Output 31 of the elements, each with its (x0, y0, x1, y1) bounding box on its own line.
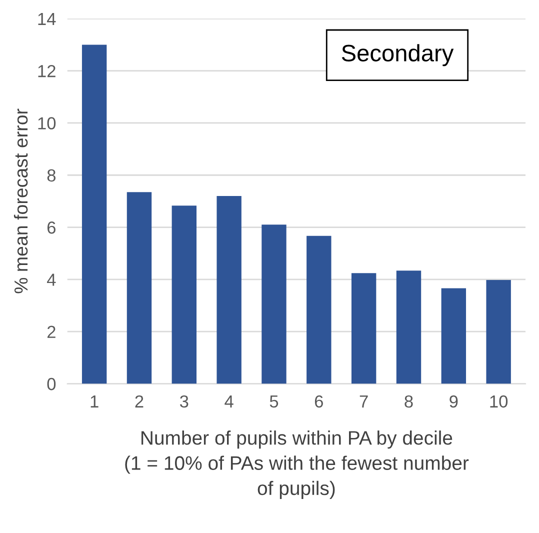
x-tick-label: 6 (314, 395, 323, 408)
x-tick-label: 1 (90, 396, 98, 408)
y-tick-label: 10 (38, 117, 56, 130)
y-tick-label: 2 (47, 326, 56, 338)
bar (216, 196, 242, 384)
x-tick-label: 2 (135, 395, 144, 408)
y-tick-label: 4 (47, 274, 56, 286)
bar (126, 192, 152, 384)
x-tick-label: 4 (224, 396, 234, 408)
x-tick-label: 9 (450, 395, 458, 408)
text: Secondary (342, 44, 454, 66)
x-axis-title: Number of pupils within PA by decile (1 = 10% of PAs with the fewest number of pupils) (125, 430, 469, 499)
x-tick-label: 8 (404, 395, 413, 408)
x-tick-label: 7 (360, 396, 368, 408)
x-tick-label: 3 (180, 395, 188, 408)
bar (486, 280, 511, 384)
y-tick-label: 8 (47, 169, 56, 182)
y-tick-label: 6 (47, 221, 56, 234)
x-tick-label: 10 (490, 395, 508, 408)
bar (351, 273, 376, 384)
y-axis-title: % mean forecast error (14, 108, 28, 294)
bar (306, 236, 332, 384)
x-tick-label: 5 (270, 396, 278, 408)
bar (396, 270, 422, 384)
bar (172, 206, 197, 384)
y-tick-label: 0 (47, 378, 56, 390)
bar (441, 288, 466, 384)
bar (262, 224, 286, 384)
bar (82, 44, 107, 384)
y-tick-label: 12 (38, 64, 56, 78)
y-tick-label: 14 (38, 13, 56, 25)
